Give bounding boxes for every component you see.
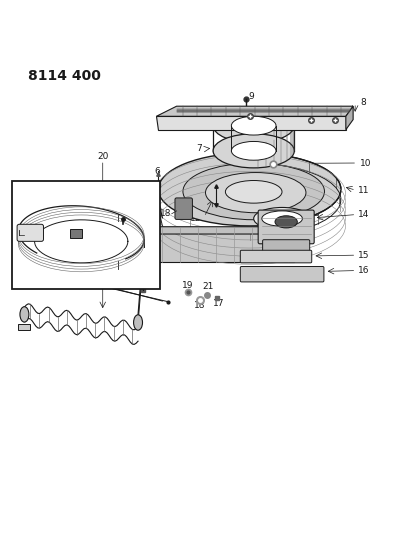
Text: 16: 16 bbox=[357, 266, 369, 275]
Text: 2: 2 bbox=[62, 238, 67, 247]
Text: 18: 18 bbox=[194, 301, 205, 310]
Ellipse shape bbox=[213, 134, 294, 168]
Text: 8114 400: 8114 400 bbox=[28, 69, 101, 83]
Bar bbox=[70, 229, 82, 238]
Ellipse shape bbox=[225, 181, 281, 203]
Text: 21: 21 bbox=[202, 282, 213, 292]
Text: 13: 13 bbox=[308, 209, 319, 218]
Text: 8: 8 bbox=[359, 98, 365, 107]
Text: 6: 6 bbox=[135, 277, 141, 286]
Text: 18: 18 bbox=[160, 209, 171, 218]
Text: 5: 5 bbox=[92, 245, 98, 254]
FancyBboxPatch shape bbox=[240, 251, 311, 263]
FancyBboxPatch shape bbox=[175, 198, 192, 220]
Ellipse shape bbox=[231, 141, 275, 160]
Ellipse shape bbox=[158, 153, 340, 226]
Polygon shape bbox=[115, 227, 301, 234]
Text: 17: 17 bbox=[212, 300, 224, 308]
FancyBboxPatch shape bbox=[262, 240, 309, 254]
Ellipse shape bbox=[274, 216, 297, 228]
Polygon shape bbox=[115, 227, 294, 262]
Text: 11: 11 bbox=[357, 185, 369, 195]
Polygon shape bbox=[345, 106, 352, 130]
Text: 10: 10 bbox=[359, 158, 371, 167]
Ellipse shape bbox=[253, 207, 310, 230]
Polygon shape bbox=[115, 227, 123, 270]
Ellipse shape bbox=[231, 116, 275, 135]
Ellipse shape bbox=[213, 109, 294, 143]
Text: 9: 9 bbox=[247, 92, 253, 101]
Text: 7: 7 bbox=[196, 144, 202, 154]
Ellipse shape bbox=[205, 173, 305, 213]
Text: 12: 12 bbox=[189, 214, 200, 223]
FancyBboxPatch shape bbox=[258, 210, 313, 244]
Text: 3: 3 bbox=[81, 234, 87, 243]
Text: 4: 4 bbox=[95, 233, 100, 242]
FancyBboxPatch shape bbox=[17, 224, 43, 241]
Text: 15: 15 bbox=[357, 251, 369, 260]
Bar bbox=[12, 181, 160, 289]
Polygon shape bbox=[156, 106, 352, 116]
Ellipse shape bbox=[20, 306, 29, 322]
Text: 1: 1 bbox=[29, 233, 34, 243]
Text: 19: 19 bbox=[182, 281, 193, 290]
Polygon shape bbox=[156, 116, 345, 130]
Ellipse shape bbox=[261, 211, 302, 227]
Bar bbox=[18, 324, 29, 330]
Ellipse shape bbox=[133, 315, 142, 330]
Ellipse shape bbox=[182, 163, 324, 220]
FancyBboxPatch shape bbox=[240, 266, 323, 282]
Text: 14: 14 bbox=[357, 210, 369, 219]
Text: 6: 6 bbox=[154, 167, 160, 176]
Text: 20: 20 bbox=[97, 152, 108, 161]
